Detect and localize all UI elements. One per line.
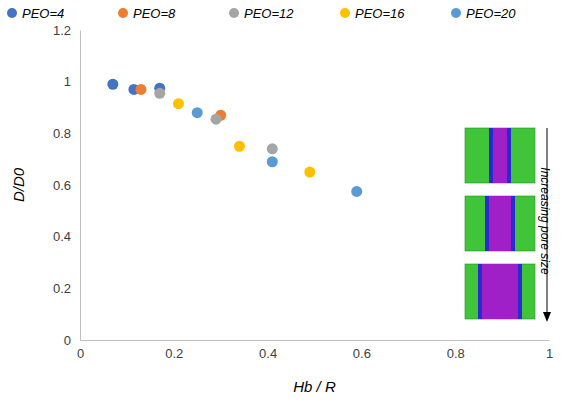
x-tick: 0: [77, 340, 84, 361]
inset-band: [489, 196, 511, 251]
y-tick: 1.2: [53, 23, 80, 38]
x-tick-label: 0.8: [447, 346, 465, 361]
x-tick: 0.8: [447, 340, 465, 361]
inset-box: [465, 128, 535, 183]
inset: [465, 128, 551, 322]
point: [173, 98, 184, 109]
legend-item: PEO=4: [7, 6, 64, 21]
x-axis-title: Hb / R: [293, 378, 336, 395]
legend-swatch: [118, 8, 128, 18]
x-tick: 0.6: [353, 340, 371, 361]
arrow-head: [543, 312, 551, 322]
point: [154, 88, 165, 99]
legend-item: PEO=8: [118, 6, 176, 21]
legend-swatch: [451, 8, 461, 18]
y-tick: 0.4: [53, 229, 80, 244]
point: [234, 141, 245, 152]
points: [107, 79, 362, 197]
legend-label: PEO=20: [466, 6, 516, 21]
point: [351, 186, 362, 197]
y-axis: 0 0.2 0.4 0.6 0.8 1 1.2: [53, 23, 81, 348]
legend-label: PEO=12: [244, 6, 294, 21]
inset-band: [493, 128, 507, 183]
point: [107, 79, 118, 90]
chart: 0 0.2 0.4 0.6 0.8 1 0 0.2 0.4 0.6 0.8 1 1.2 Increasin…: [0, 0, 564, 406]
plot: 0 0.2 0.4 0.6 0.8 1 0 0.2 0.4 0.6 0.8 1 1.2: [53, 23, 553, 362]
y-tick: 0: [64, 333, 80, 348]
point: [192, 107, 203, 118]
legend: PEO=4 PEO=8 PEO=12 PEO=16 PEO=20: [7, 6, 516, 21]
legend-label: PEO=16: [355, 6, 405, 21]
x-tick-label: 0.4: [259, 346, 277, 361]
inset-box: [465, 264, 535, 319]
annotation: Increasing pore size: [538, 167, 552, 275]
legend-item: PEO=20: [451, 6, 516, 21]
x-axis-line: [81, 340, 550, 341]
y-axis-line: [80, 31, 81, 341]
y-tick-label: 1: [64, 74, 71, 89]
x-tick: 1: [546, 340, 553, 361]
y-tick: 1: [64, 74, 80, 89]
point: [267, 156, 278, 167]
legend-swatch: [7, 8, 17, 18]
y-tick-label: 0.8: [53, 126, 71, 141]
legend-swatch: [340, 8, 350, 18]
point: [304, 167, 315, 178]
x-tick-label: 1: [546, 346, 553, 361]
inset-box: [465, 196, 535, 251]
x-tick: 0.4: [259, 340, 277, 361]
legend-label: PEO=8: [133, 6, 176, 21]
x-tick-label: 0.6: [353, 346, 371, 361]
y-tick: 0.6: [53, 178, 80, 193]
x-tick-label: 0.2: [165, 346, 183, 361]
legend-swatch: [229, 8, 239, 18]
point: [211, 114, 222, 125]
legend-label: PEO=4: [22, 6, 64, 21]
x-tick-label: 0: [77, 346, 84, 361]
legend-item: PEO=12: [229, 6, 294, 21]
y-tick-label: 1.2: [53, 23, 71, 38]
legend-item: PEO=16: [340, 6, 405, 21]
inset-band: [482, 264, 518, 319]
y-tick-label: 0.2: [53, 281, 71, 296]
x-tick: 0.2: [165, 340, 183, 361]
y-axis-title: D/D0: [10, 167, 27, 202]
y-tick-label: 0.4: [53, 229, 71, 244]
x-axis: 0 0.2 0.4 0.6 0.8 1: [77, 340, 553, 361]
inset-band-edge: [485, 196, 515, 251]
y-tick: 0.8: [53, 126, 80, 141]
y-tick-label: 0.6: [53, 178, 71, 193]
inset-band-edge: [478, 264, 522, 319]
y-tick-label: 0: [64, 333, 71, 348]
point: [267, 143, 278, 154]
point: [135, 84, 146, 95]
inset-band-edge: [489, 128, 511, 183]
y-tick: 0.2: [53, 281, 80, 296]
